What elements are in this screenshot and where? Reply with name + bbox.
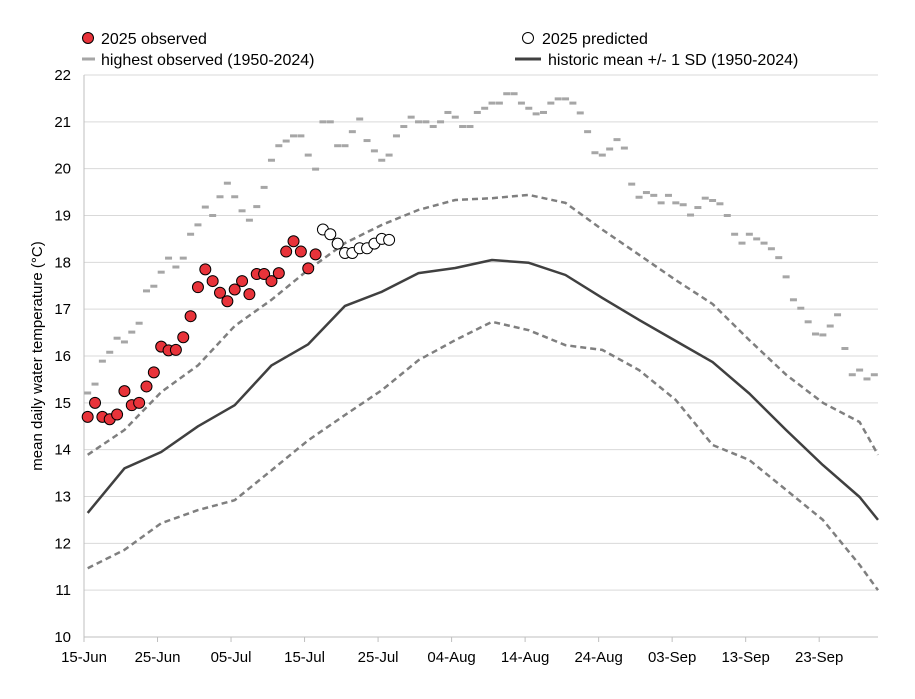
y-tick-label: 11 xyxy=(55,582,71,599)
observed-2025-point xyxy=(169,343,182,356)
predicted-2025-point xyxy=(383,233,396,246)
observed-2025-point xyxy=(214,286,227,299)
observed-2025-point xyxy=(118,385,131,398)
observed-2025-point xyxy=(177,331,190,344)
x-tick-label: 25-Jun xyxy=(135,649,181,666)
observed-2025-point xyxy=(89,396,102,409)
legend-mean-sd-label: historic mean +/- 1 SD (1950-2024) xyxy=(548,52,798,69)
x-tick-label: 24-Aug xyxy=(574,649,622,666)
observed-2025-point xyxy=(294,245,307,258)
observed-2025-point xyxy=(147,366,160,379)
legend-predicted-label: 2025 predicted xyxy=(542,31,648,48)
x-tick-label: 15-Jul xyxy=(284,649,325,666)
x-tick-label: 15-Jun xyxy=(61,649,107,666)
predicted-2025-point xyxy=(324,228,337,241)
historic-mean-line xyxy=(86,258,879,521)
y-tick-label: 13 xyxy=(54,489,71,506)
y-tick-label: 16 xyxy=(54,348,71,365)
observed-2025-point xyxy=(81,410,94,423)
series-layer xyxy=(81,92,880,591)
legend-highest-label: highest observed (1950-2024) xyxy=(101,52,314,69)
observed-2025-point xyxy=(133,396,146,409)
observed-2025-point xyxy=(228,283,241,296)
x-tick-label: 04-Aug xyxy=(427,649,475,666)
legend-observed-marker xyxy=(82,32,94,44)
observed-2025-point xyxy=(191,281,204,294)
observed-2025-point xyxy=(206,275,219,288)
observed-2025-point xyxy=(287,235,300,248)
y-axis-label: mean daily water temperature (°C) xyxy=(29,241,46,470)
legend: 2025 observed highest observed (1950-202… xyxy=(82,31,798,69)
mean-plus-1sd-line xyxy=(87,193,880,456)
y-tick-label: 15 xyxy=(54,395,71,412)
y-tick-label: 10 xyxy=(54,629,71,646)
observed-2025-point xyxy=(280,245,293,258)
x-tick-label: 14-Aug xyxy=(501,649,549,666)
observed-2025-point xyxy=(111,408,124,421)
x-tick-label: 25-Jul xyxy=(358,649,399,666)
observed-2025-point xyxy=(309,248,322,261)
y-tick-label: 17 xyxy=(54,301,71,318)
observed-2025-point xyxy=(140,380,153,393)
observed-2025-point xyxy=(258,268,271,281)
x-tick-labels: 15-Jun 25-Jun 05-Jul 15-Jul 25-Jul 04-Aug 14-A… xyxy=(61,637,843,666)
observed-2025-point xyxy=(302,262,315,275)
y-tick-label: 12 xyxy=(54,535,71,552)
legend-observed-label: 2025 observed xyxy=(101,31,207,48)
y-tick-label: 14 xyxy=(54,442,71,459)
y-tick-labels: 10 11 12 13 14 15 16 17 18 19 20 21 22 xyxy=(54,67,71,646)
x-tick-label: 13-Sep xyxy=(721,649,769,666)
x-tick-label: 23-Sep xyxy=(795,649,843,666)
y-tick-label: 20 xyxy=(54,161,71,178)
y-tick-label: 18 xyxy=(54,254,71,271)
y-tick-label: 21 xyxy=(54,114,71,131)
observed-2025-point xyxy=(184,310,197,323)
gridlines xyxy=(84,74,878,591)
observed-2025-point xyxy=(236,275,249,288)
x-tick-label: 03-Sep xyxy=(648,649,696,666)
x-tick-label: 05-Jul xyxy=(211,649,252,666)
predicted-2025-point xyxy=(331,237,344,250)
legend-predicted-marker xyxy=(522,32,534,44)
observed-2025-point xyxy=(199,263,212,276)
mean-minus-1sd-line xyxy=(87,320,880,591)
observed-2025-point xyxy=(265,275,278,288)
y-tick-label: 19 xyxy=(54,208,71,225)
observed-2025-point xyxy=(221,295,234,308)
observed-2025-point xyxy=(243,288,256,301)
observed-2025-point xyxy=(272,267,285,280)
y-tick-label: 22 xyxy=(54,67,71,84)
